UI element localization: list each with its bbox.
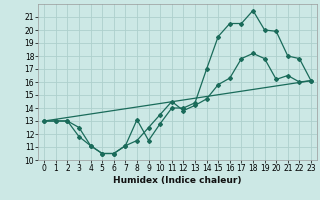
X-axis label: Humidex (Indice chaleur): Humidex (Indice chaleur) (113, 176, 242, 185)
